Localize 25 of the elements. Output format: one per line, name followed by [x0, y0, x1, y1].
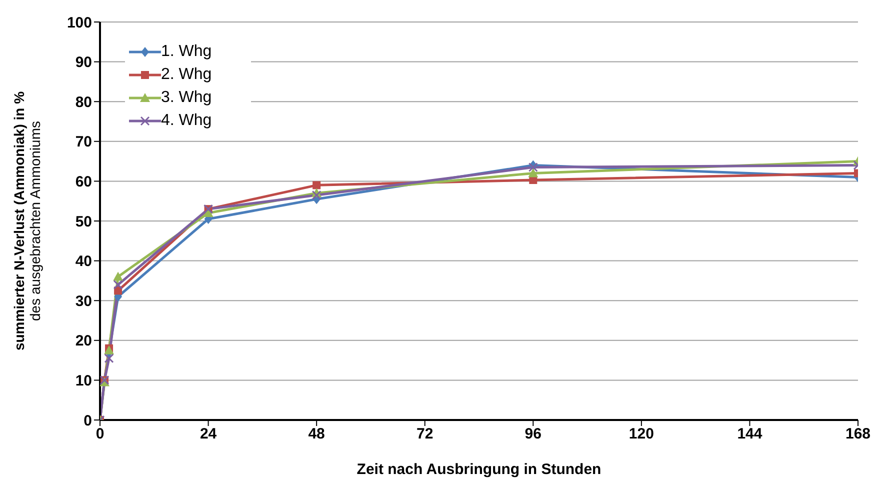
y-tick-label: 50	[75, 213, 92, 230]
y-tick-label: 20	[75, 332, 92, 350]
y-tick-label: 90	[75, 54, 92, 72]
y-tick-label: 10	[75, 372, 92, 390]
legend-label: 3. Whg	[161, 88, 212, 108]
x-tick-label: 96	[524, 426, 542, 443]
x-tick-label: 168	[845, 426, 871, 443]
legend-label: 4. Whg	[161, 111, 212, 131]
legend-label: 2. Whg	[161, 65, 212, 85]
y-tick-label: 80	[75, 94, 92, 111]
x-tick-label: 72	[416, 426, 434, 443]
y-axis-title: summierter N-Verlust (Ammoniak) in % des ausgebrachten Ammoniums	[11, 90, 43, 351]
x-tick-label: 120	[628, 426, 654, 443]
x-tick-label: 24	[200, 426, 218, 443]
x-tick-label: 144	[737, 426, 763, 443]
legend-label: 1. Whg	[161, 42, 212, 62]
x-tick-label: 0	[96, 426, 104, 443]
y-tick-label: 70	[75, 134, 92, 151]
x-tick-label: 48	[308, 426, 325, 443]
y-tick-label: 60	[75, 174, 92, 191]
x-axis-title: Zeit nach Ausbringung in Stunden	[356, 461, 602, 478]
y-tick-label: 0	[84, 412, 92, 430]
y-tick-label: 100	[66, 14, 92, 32]
y-tick-label: 30	[75, 292, 92, 310]
y-tick-label: 40	[75, 253, 92, 270]
